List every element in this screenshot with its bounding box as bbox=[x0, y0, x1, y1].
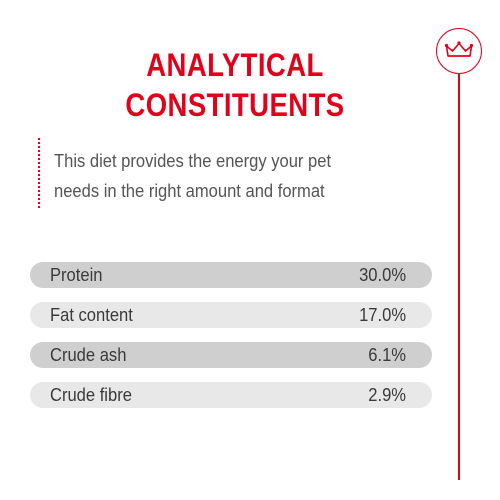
constituent-row-fat: Fat content 17.0% bbox=[30, 302, 432, 328]
brand-logo bbox=[436, 28, 482, 74]
constituent-value: 2.9% bbox=[368, 385, 406, 405]
title-line-1: ANALYTICAL bbox=[146, 47, 324, 84]
constituent-row-ash: Crude ash 6.1% bbox=[30, 342, 432, 368]
constituent-value: 30.0% bbox=[359, 265, 406, 285]
constituent-label: Fat content bbox=[50, 305, 133, 325]
constituent-value: 17.0% bbox=[359, 305, 406, 325]
constituent-value: 6.1% bbox=[368, 345, 406, 365]
title-line-2: CONSTITUENTS bbox=[125, 87, 345, 124]
constituents-list: Protein 30.0% Fat content 17.0% Crude as… bbox=[30, 262, 432, 422]
crown-icon bbox=[445, 41, 473, 57]
intro-accent-bar bbox=[38, 138, 40, 208]
intro-text: This diet provides the energy your pet n… bbox=[54, 151, 332, 201]
page-title: ANALYTICAL CONSTITUENTS bbox=[102, 45, 369, 125]
constituent-label: Crude fibre bbox=[50, 385, 132, 405]
constituent-row-fibre: Crude fibre 2.9% bbox=[30, 382, 432, 408]
vertical-divider bbox=[458, 74, 460, 480]
constituent-row-protein: Protein 30.0% bbox=[30, 262, 432, 288]
constituent-label: Protein bbox=[50, 265, 103, 285]
constituent-label: Crude ash bbox=[50, 345, 127, 365]
